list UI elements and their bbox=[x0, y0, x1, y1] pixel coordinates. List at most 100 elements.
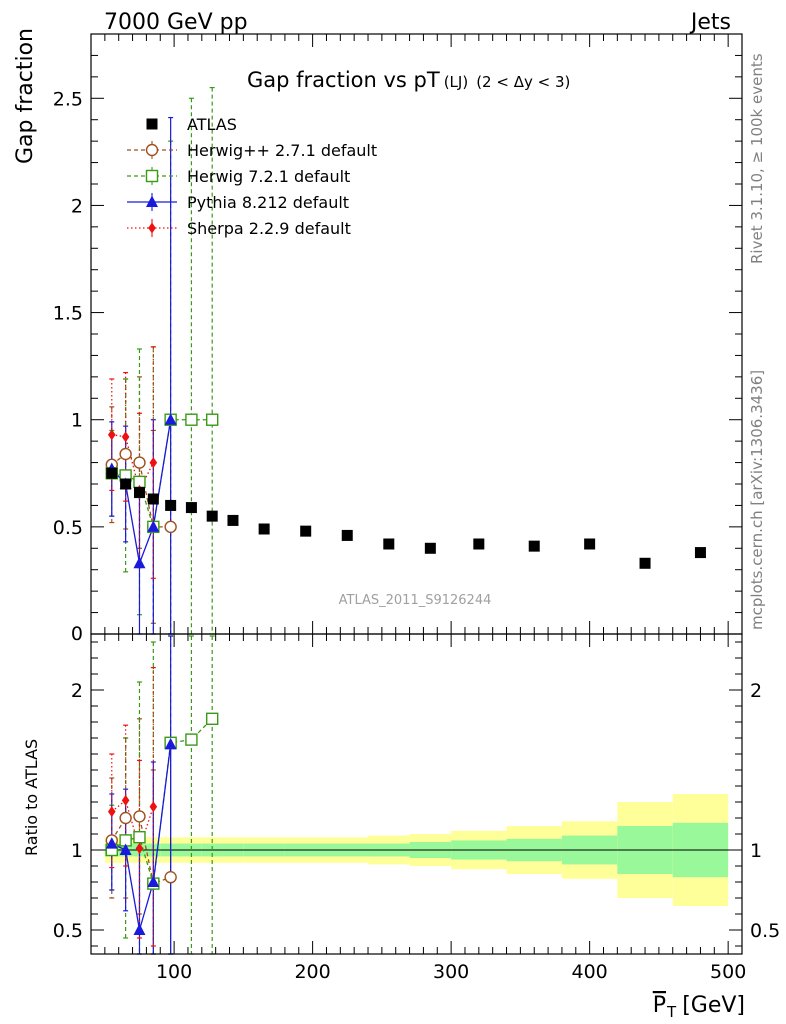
ratio-point-marker bbox=[119, 811, 132, 825]
ratio-point-marker bbox=[119, 843, 132, 855]
main-series-line bbox=[111, 434, 154, 493]
ratio-point-marker bbox=[164, 871, 177, 884]
ratio-ytick-label-right: 0.5 bbox=[750, 920, 780, 942]
analysis-watermark: ATLAS_2011_S9126244 bbox=[339, 593, 492, 608]
ratio-point-marker bbox=[133, 923, 146, 935]
legend: ATLAS Herwig++ 2.7.1 default Herwig 7.2.1 … bbox=[127, 115, 377, 238]
ratio-series-line bbox=[111, 799, 154, 851]
legend-label: Pythia 8.212 default bbox=[187, 193, 349, 212]
atlas-data-point bbox=[165, 499, 177, 511]
main-point-marker bbox=[133, 456, 146, 469]
main-point-marker bbox=[107, 429, 116, 441]
chart-title: Gap fraction vs pT (LJ) (2 < Δy < 3) bbox=[247, 68, 570, 92]
atlas-data-point bbox=[694, 547, 706, 559]
atlas-data-point bbox=[473, 538, 485, 550]
atlas-data-point bbox=[147, 493, 159, 505]
legend-marker bbox=[145, 143, 159, 157]
x-axis-label: PT [GeV] bbox=[653, 993, 745, 1021]
ratio-point-marker bbox=[121, 794, 130, 806]
main-point-marker bbox=[147, 520, 160, 532]
header-right: Jets bbox=[689, 10, 731, 35]
atlas-data-point bbox=[424, 542, 436, 554]
legend-label: Sherpa 2.2.9 default bbox=[187, 219, 351, 238]
atlas-data-point bbox=[106, 467, 118, 479]
main-point-marker bbox=[133, 556, 146, 569]
ratio-point-marker bbox=[149, 801, 158, 813]
main-point-marker bbox=[205, 413, 219, 426]
legend-label: Herwig 7.2.1 default bbox=[187, 167, 350, 186]
ratio-ytick-label-left: 2 bbox=[71, 680, 83, 702]
legend-label: Herwig++ 2.7.1 default bbox=[187, 141, 377, 160]
ratio-point-marker bbox=[205, 712, 219, 725]
ratio-point-marker bbox=[133, 810, 146, 823]
ratio-point-marker bbox=[164, 737, 177, 750]
ratio-series-diamond bbox=[109, 666, 156, 947]
main-ytick-label-zero: 0 bbox=[71, 623, 83, 645]
atlas-data-point bbox=[383, 538, 395, 550]
main-point-marker bbox=[121, 431, 130, 443]
ratio-ytick-label-left: 0.5 bbox=[53, 920, 83, 942]
main-point-marker bbox=[164, 520, 177, 534]
legend-marker bbox=[145, 169, 159, 183]
legend-entry: Pythia 8.212 default bbox=[127, 193, 349, 212]
atlas-data-point bbox=[133, 487, 145, 499]
main-data bbox=[105, 86, 706, 635]
ratio-xtick-label: 100 bbox=[156, 961, 192, 983]
main-ticks: 0.5 1 1.5 2 2.5 0 bbox=[53, 34, 742, 645]
legend-marker bbox=[148, 222, 156, 234]
main-point-marker bbox=[149, 457, 158, 469]
atlas-data-point bbox=[639, 557, 651, 569]
header-left: 7000 GeV pp bbox=[104, 10, 248, 35]
main-ytick-label: 1 bbox=[71, 410, 83, 432]
ratio-point-marker bbox=[147, 875, 160, 887]
main-ytick-label: 0.5 bbox=[53, 517, 83, 539]
atlas-data-point bbox=[584, 538, 596, 550]
ratio-point-marker bbox=[135, 842, 144, 854]
ratio-point-marker bbox=[105, 837, 118, 849]
atlas-data-point bbox=[206, 510, 218, 522]
ratio-xtick-label: 200 bbox=[294, 961, 330, 983]
legend-label: ATLAS bbox=[187, 115, 237, 134]
legend-entry: Sherpa 2.2.9 default bbox=[127, 219, 351, 238]
atlas-data-point bbox=[528, 540, 540, 552]
main-point-marker bbox=[119, 447, 132, 461]
mcplots-label: mcplots.cern.ch [arXiv:1306.3436] bbox=[748, 370, 766, 630]
ratio-xtick-label: 400 bbox=[572, 961, 608, 983]
ratio-frame bbox=[90, 633, 743, 955]
main-point-marker bbox=[185, 413, 198, 426]
ratio-point-marker bbox=[107, 806, 116, 818]
ratio-ticks: 0.5 0.5 1 1 2 2 100 200 300 400 500 bbox=[53, 634, 780, 983]
main-series-triangle bbox=[109, 116, 174, 635]
main-ytick-label: 1.5 bbox=[53, 303, 83, 325]
main-ytick-label: 2 bbox=[71, 195, 83, 217]
ratio-xtick-label: 300 bbox=[433, 961, 469, 983]
ratio-data bbox=[105, 635, 219, 955]
ratio-ytick-label-right: 2 bbox=[750, 680, 762, 702]
main-series-open-circle bbox=[109, 376, 174, 635]
ratio-panel: 0.5 0.5 1 1 2 2 100 200 300 400 500 bbox=[53, 633, 780, 983]
ratio-point-marker bbox=[185, 733, 198, 746]
atlas-data-point bbox=[341, 529, 353, 541]
rivet-version-label: Rivet 3.1.10, ≥ 100k events bbox=[748, 53, 766, 264]
ratio-ytick-label-right: 1 bbox=[750, 840, 762, 862]
main-ytick-label: 2.5 bbox=[53, 88, 83, 110]
ratio-xtick-label: 500 bbox=[710, 961, 746, 983]
legend-marker bbox=[146, 195, 158, 207]
main-panel: 0.5 1 1.5 2 2.5 0 ATLAS Herwig++ 2.7.1 default… bbox=[53, 33, 743, 645]
atlas-data-point bbox=[120, 478, 132, 490]
legend-marker bbox=[146, 118, 158, 130]
atlas-data-point bbox=[185, 502, 197, 514]
legend-entry: Herwig++ 2.7.1 default bbox=[127, 141, 377, 160]
ratio-point-marker bbox=[133, 831, 146, 844]
ratio-uncertainty-bands bbox=[91, 794, 742, 906]
main-point-marker bbox=[164, 413, 177, 425]
legend-entry: ATLAS bbox=[146, 115, 237, 134]
atlas-data-point bbox=[258, 523, 270, 535]
atlas-data-point bbox=[227, 514, 239, 526]
ratio-series-triangle bbox=[109, 635, 174, 955]
atlas-data-point bbox=[300, 525, 312, 537]
ratio-ytick-label-left: 1 bbox=[71, 840, 83, 862]
ratio-y-axis-label: Ratio to ATLAS bbox=[22, 739, 41, 856]
y-axis-label: Gap fraction bbox=[13, 28, 38, 164]
